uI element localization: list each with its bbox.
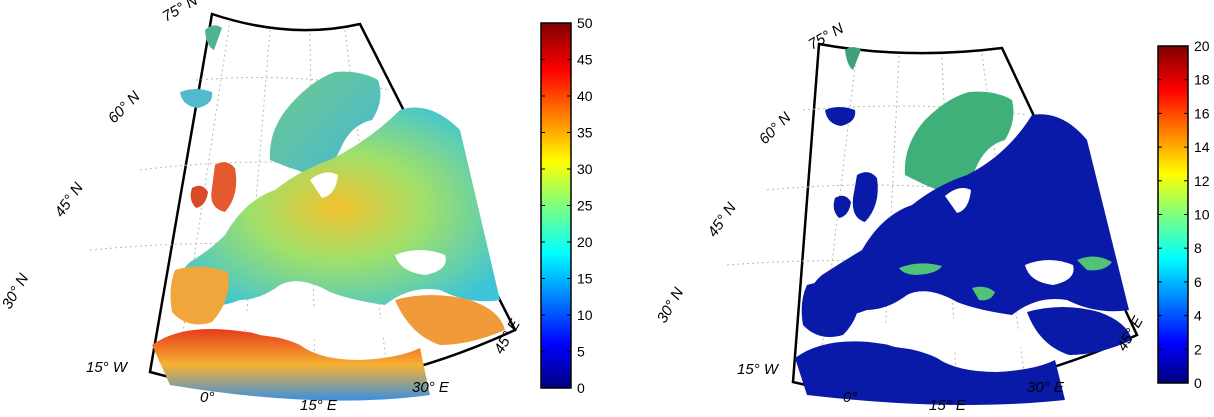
ireland	[833, 195, 851, 218]
colorbar-tick-label: 40	[577, 88, 593, 104]
iceland	[180, 89, 213, 108]
lon-label-15e: 15° E	[300, 397, 338, 412]
colorbar-tick-label: 16	[1194, 105, 1210, 121]
colorbar-tick-label: 14	[1194, 139, 1210, 155]
lat-label-45: 45° N	[704, 200, 740, 241]
british-isles	[852, 172, 878, 222]
lon-label-30e: 30° E	[412, 379, 450, 396]
ireland	[190, 185, 208, 208]
iceland	[825, 107, 856, 126]
greenland	[845, 47, 861, 70]
iberia	[170, 266, 229, 325]
colorbar-ticks: 0 5 10 15 20 25 30 35 40 45 50	[541, 15, 593, 396]
colorbar-tick-label: 4	[1194, 308, 1202, 324]
north-africa	[152, 329, 430, 401]
scandinavia	[269, 71, 381, 180]
colorbar-tick-label: 6	[1194, 274, 1202, 290]
colorbar-right: 0 2 4 6 8 10 12 14 16 18 20	[1157, 38, 1210, 391]
anatolia	[1027, 307, 1132, 355]
mediterranean	[869, 318, 1037, 353]
colorbar-tick-label: 10	[577, 307, 593, 323]
colorbar-left: 0 5 10 15 20 25 30 35 40 45 50	[540, 15, 593, 396]
british-isles	[211, 162, 237, 212]
colorbar-tick-label: 50	[577, 15, 593, 31]
colorbar-tick-label: 2	[1194, 341, 1202, 357]
europe-map-left: 75° N 60° N 45° N 30° N 15° W 0° 15° E 3…	[0, 0, 593, 414]
lat-label-30: 30° N	[0, 271, 32, 312]
lon-label-15w: 15° W	[737, 361, 780, 378]
lon-label-30e: 30° E	[1027, 379, 1065, 396]
baltic	[945, 188, 971, 213]
seas	[232, 172, 446, 342]
baltic	[310, 172, 338, 198]
scandinavia	[904, 91, 1014, 196]
colorbar-tick-label: 0	[1194, 375, 1202, 391]
colorbar-ticks: 0 2 4 6 8 10 12 14 16 18 20	[1158, 38, 1210, 391]
greenland	[205, 25, 222, 50]
colorbar-tick-label: 8	[1194, 240, 1202, 256]
colorbar-tick-label: 45	[577, 52, 593, 68]
colorbar-tick-label: 5	[577, 344, 585, 360]
black-sea	[1025, 260, 1074, 285]
lon-label-0: 0°	[843, 389, 857, 406]
colorbar-tick-label: 30	[577, 161, 593, 177]
north-africa	[795, 341, 1065, 405]
lat-label-75: 75° N	[160, 0, 201, 25]
lon-label-15e: 15° E	[929, 397, 967, 412]
colorbar-tick-label: 20	[577, 234, 593, 250]
europe-map-right: 75° N 60° N 45° N 30° N 15° W 0° 15° E 3…	[654, 20, 1210, 414]
colorbar-tick-label: 0	[577, 380, 585, 396]
colorbar-gradient	[540, 22, 572, 389]
colorbar-tick-label: 15	[577, 271, 593, 287]
colorbar-tick-label: 35	[577, 125, 593, 141]
lon-label-0: 0°	[200, 389, 214, 406]
caucasus-highlight	[1077, 256, 1112, 271]
alps-highlight	[899, 263, 942, 275]
anatolia	[395, 295, 505, 345]
lat-label-60: 60° N	[756, 109, 795, 148]
colorbar-tick-label: 18	[1194, 72, 1210, 88]
colorbar-tick-label: 25	[577, 198, 593, 214]
lat-label-30: 30° N	[654, 285, 688, 326]
lon-label-15w: 15° W	[86, 359, 129, 376]
iberia	[801, 281, 860, 338]
colorbar-tick-label: 12	[1194, 173, 1210, 189]
balkans-highlight	[972, 286, 995, 301]
lat-label-60: 60° N	[105, 88, 144, 127]
black-sea	[395, 250, 446, 275]
colorbar-tick-label: 20	[1194, 38, 1210, 54]
map-panel-right: 75° N 60° N 45° N 30° N 15° W 0° 15° E 3…	[607, 0, 1214, 414]
map-panel-left: 75° N 60° N 45° N 30° N 15° W 0° 15° E 3…	[0, 0, 607, 414]
colorbar-tick-label: 10	[1194, 207, 1210, 223]
colorbar-gradient	[1157, 45, 1189, 384]
seas	[869, 188, 1074, 353]
mediterranean	[232, 306, 405, 342]
lat-label-45: 45° N	[51, 180, 87, 221]
